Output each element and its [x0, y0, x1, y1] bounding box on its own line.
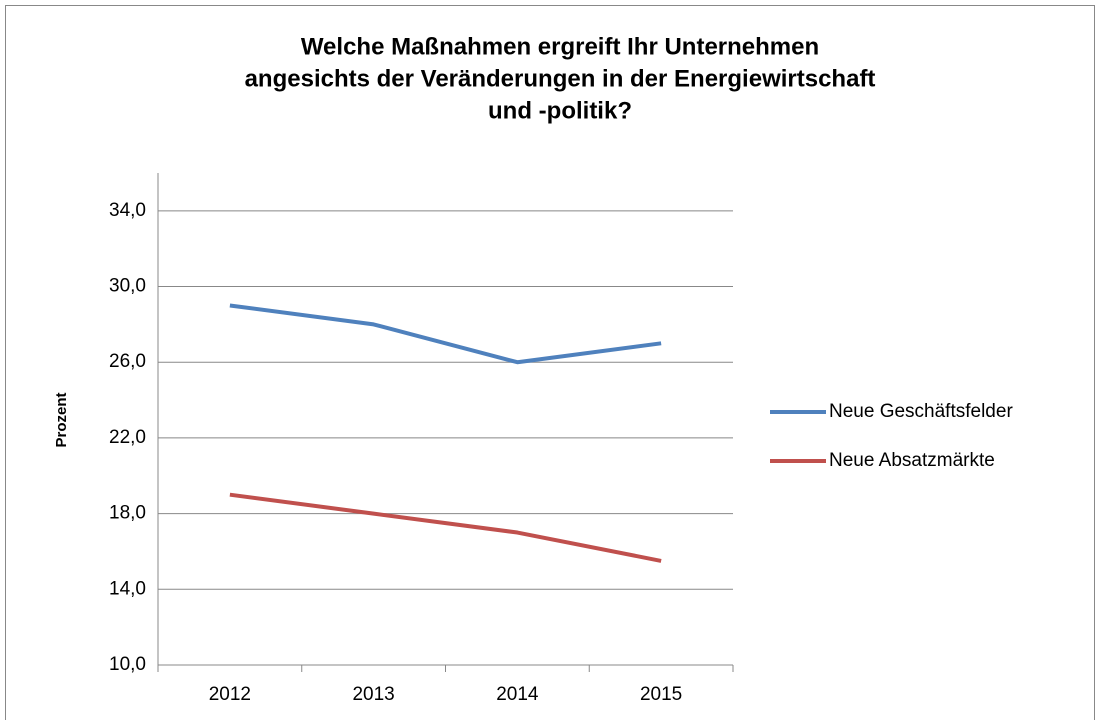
x-tick-label: 2012: [209, 684, 251, 705]
chart-title: und -politik?: [488, 97, 632, 124]
data-line: [229, 492, 662, 563]
y-tick-label: 18,0: [109, 503, 146, 524]
x-tick-label: 2014: [496, 684, 539, 705]
y-tick-label: 22,0: [109, 427, 146, 448]
data-line: [229, 303, 662, 365]
chart-border: [5, 5, 1095, 720]
x-tick-label: 2013: [352, 684, 394, 705]
chart-title: Welche Maßnahmen ergreift Ihr Unternehme…: [301, 33, 819, 60]
y-axis-label: Prozent: [53, 392, 70, 447]
x-tick-label: 2015: [640, 684, 682, 705]
y-tick-label: 14,0: [109, 578, 146, 599]
legend-label: Neue Absatzmärkte: [829, 450, 995, 471]
chart-title: angesichts der Veränderungen in der Ener…: [245, 65, 876, 92]
y-tick-label: 34,0: [109, 200, 146, 221]
y-tick-label: 30,0: [109, 276, 146, 297]
y-tick-label: 10,0: [109, 654, 146, 675]
legend-label: Neue Geschäftsfelder: [829, 401, 1013, 422]
y-tick-label: 26,0: [109, 351, 146, 372]
